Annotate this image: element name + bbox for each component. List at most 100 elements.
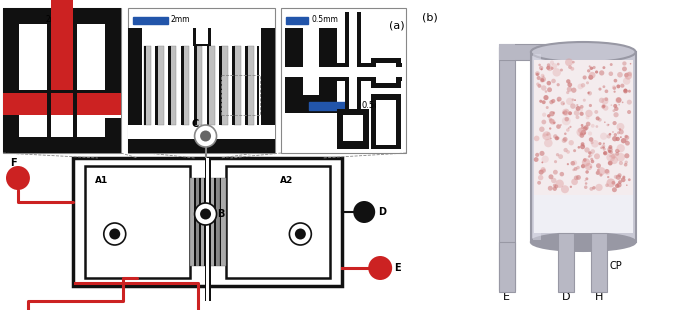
Bar (219, 46, 222, 125)
Circle shape (602, 146, 605, 149)
Circle shape (539, 170, 544, 175)
Circle shape (588, 131, 592, 136)
Bar (208, 46, 215, 125)
Circle shape (572, 61, 575, 64)
Bar (189, 178, 195, 266)
Bar (193, 28, 211, 46)
Circle shape (557, 100, 560, 102)
Circle shape (542, 113, 546, 117)
Circle shape (596, 163, 601, 168)
Bar (234, 46, 241, 125)
Bar (73, 158, 342, 286)
Circle shape (581, 126, 584, 129)
Circle shape (592, 66, 596, 69)
Bar (206, 158, 209, 301)
Circle shape (554, 160, 557, 163)
Circle shape (603, 152, 606, 154)
Circle shape (608, 147, 612, 152)
Circle shape (625, 141, 630, 146)
Circle shape (585, 115, 590, 119)
Circle shape (608, 124, 610, 126)
Circle shape (551, 67, 553, 70)
Circle shape (541, 77, 546, 82)
Circle shape (547, 63, 551, 67)
Bar (195, 178, 200, 266)
Circle shape (564, 132, 567, 135)
Circle shape (607, 176, 610, 178)
Circle shape (574, 167, 578, 171)
Circle shape (546, 106, 548, 109)
Circle shape (585, 182, 587, 185)
Circle shape (295, 228, 306, 240)
Circle shape (599, 87, 601, 91)
Bar (281, 8, 406, 153)
Circle shape (608, 161, 612, 166)
Circle shape (618, 150, 620, 152)
Circle shape (630, 63, 631, 64)
Circle shape (538, 64, 541, 66)
Circle shape (541, 78, 544, 82)
Bar (534, 195, 633, 233)
Bar (129, 27, 274, 152)
Circle shape (612, 86, 616, 90)
Circle shape (572, 169, 575, 171)
Bar (19, 90, 105, 93)
Circle shape (580, 144, 585, 149)
Circle shape (581, 164, 585, 168)
Circle shape (558, 154, 563, 159)
Bar (182, 46, 189, 125)
Circle shape (557, 97, 562, 102)
Circle shape (599, 98, 604, 103)
Circle shape (584, 185, 587, 189)
Circle shape (109, 228, 120, 240)
Circle shape (539, 126, 544, 132)
Bar (196, 28, 207, 44)
Circle shape (624, 161, 628, 164)
Circle shape (557, 63, 560, 65)
Bar (3, 8, 19, 153)
Circle shape (584, 132, 585, 134)
Circle shape (537, 84, 541, 88)
Circle shape (551, 79, 556, 83)
Bar (181, 46, 184, 125)
Circle shape (603, 66, 606, 69)
Bar (226, 166, 331, 278)
Circle shape (599, 70, 604, 76)
Circle shape (541, 167, 546, 172)
Text: E: E (394, 263, 401, 273)
Circle shape (195, 125, 216, 147)
Circle shape (597, 169, 600, 171)
Circle shape (566, 79, 571, 84)
Bar (105, 103, 120, 118)
Circle shape (576, 115, 579, 119)
Circle shape (547, 87, 552, 92)
Bar (245, 46, 248, 125)
Circle shape (609, 155, 612, 157)
Circle shape (603, 143, 605, 145)
Circle shape (573, 149, 576, 152)
Circle shape (545, 90, 547, 93)
Bar (232, 46, 235, 125)
Circle shape (576, 128, 585, 137)
Circle shape (535, 153, 539, 157)
Text: 2mm: 2mm (171, 16, 190, 24)
Bar (85, 166, 189, 278)
Circle shape (596, 171, 599, 175)
Circle shape (290, 223, 311, 245)
Bar (105, 24, 120, 103)
Bar (205, 178, 210, 266)
Circle shape (578, 84, 583, 89)
Text: D: D (562, 292, 571, 302)
Circle shape (628, 90, 631, 93)
Circle shape (608, 150, 611, 153)
Bar (377, 63, 396, 83)
Bar (193, 46, 197, 125)
Bar (377, 100, 396, 145)
Circle shape (590, 187, 594, 191)
Circle shape (538, 175, 544, 180)
Circle shape (590, 158, 593, 161)
Circle shape (562, 112, 565, 114)
Circle shape (541, 169, 546, 173)
Circle shape (571, 67, 574, 71)
Circle shape (607, 134, 611, 139)
